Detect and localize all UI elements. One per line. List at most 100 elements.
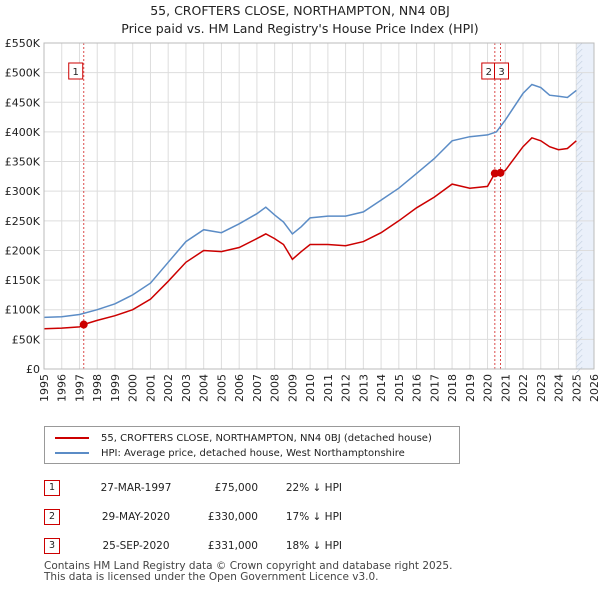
future-hatch <box>576 78 583 86</box>
x-tick-label: 2019 <box>464 374 477 402</box>
future-hatch <box>576 150 583 158</box>
future-hatch <box>576 162 583 170</box>
future-hatch <box>576 132 583 140</box>
y-tick-label: £350K <box>5 156 41 169</box>
sale-badge: 1 <box>44 479 60 496</box>
future-hatch <box>576 348 583 356</box>
future-hatch <box>576 234 583 242</box>
x-tick-label: 2018 <box>446 374 459 402</box>
x-tick-label: 2000 <box>127 374 140 402</box>
future-hatch <box>576 42 583 50</box>
hpi-series-line <box>43 83 577 319</box>
x-tick-label: 2022 <box>517 374 530 402</box>
x-tick-label: 2009 <box>286 374 299 402</box>
chart-subtitle: Price paid vs. HM Land Registry's House … <box>121 21 479 36</box>
future-hatch <box>576 252 583 260</box>
sale-label-3: 3 <box>494 62 509 80</box>
legend-swatch-property <box>55 437 89 439</box>
future-hatch <box>576 198 583 206</box>
footer-licence: This data is licensed under the Open Gov… <box>44 571 379 583</box>
x-tick-label: 2001 <box>144 374 157 402</box>
y-tick-label: £450K <box>5 96 41 109</box>
x-tick-label: 2010 <box>304 374 317 402</box>
future-hatch <box>576 156 583 164</box>
sale-hpi-diff: 22% ↓ HPI <box>285 481 342 494</box>
future-hatch <box>576 366 583 374</box>
future-hatch <box>576 114 583 122</box>
footer-copyright: Contains HM Land Registry data © Crown c… <box>44 560 453 572</box>
property-series-line <box>43 136 577 330</box>
x-tick-label: 2016 <box>411 374 424 402</box>
x-tick-label: 2021 <box>499 374 512 402</box>
future-hatch <box>576 264 583 272</box>
x-tick-label: 2003 <box>180 374 193 402</box>
future-hatch <box>576 216 583 224</box>
x-tick-label: 2023 <box>535 374 548 402</box>
future-hatch <box>576 318 583 326</box>
sale-label-2: 2 <box>481 62 497 80</box>
y-tick-label: £150K <box>5 274 41 287</box>
future-hatch <box>576 174 583 182</box>
x-tick-label: 2008 <box>269 374 282 402</box>
future-hatch <box>576 66 583 74</box>
y-tick-label: £500K <box>5 67 41 80</box>
x-tick-label: 2020 <box>482 374 495 402</box>
sale-date: 25-SEP-2020 <box>102 539 170 552</box>
sale-label-1: 1 <box>68 62 84 80</box>
x-tick-label: 1999 <box>109 374 122 402</box>
y-tick-label: £250K <box>5 215 41 228</box>
future-hatch <box>576 144 583 152</box>
legend-label-property: 55, CROFTERS CLOSE, NORTHAMPTON, NN4 0BJ… <box>101 432 432 444</box>
sale-date: 29-MAY-2020 <box>101 510 171 523</box>
x-tick-label: 2024 <box>553 374 566 402</box>
future-hatch <box>576 270 583 278</box>
sale-hpi-diff: 18% ↓ HPI <box>285 539 342 552</box>
future-hatch <box>576 48 583 56</box>
legend-label-hpi: HPI: Average price, detached house, West… <box>101 447 405 459</box>
sale-label-text: 2 <box>486 67 492 78</box>
y-tick-label: £200K <box>5 244 41 257</box>
x-tick-label: 2006 <box>233 374 246 402</box>
sales-table: 1 27-MAR-1997 £75,000 22% ↓ HPI 2 29-MAY… <box>44 473 342 560</box>
future-hatch <box>576 288 583 296</box>
y-tick-label: £550K <box>5 37 41 50</box>
future-hatch <box>576 192 583 200</box>
x-tick-label: 2002 <box>162 374 175 402</box>
x-tick-label: 2026 <box>588 374 600 402</box>
future-hatch <box>576 342 583 350</box>
sale-badge: 3 <box>44 537 60 554</box>
future-hatch <box>576 258 583 266</box>
sale-price: £330,000 <box>207 510 258 523</box>
future-hatch <box>576 246 583 254</box>
sale-label-box <box>494 62 509 80</box>
x-tick-label: 1998 <box>91 374 104 402</box>
y-tick-label: £400K <box>5 126 41 139</box>
sale-point <box>496 168 505 177</box>
future-hatch <box>576 294 583 302</box>
x-tick-label: 1995 <box>38 374 51 402</box>
future-hatch <box>576 186 583 194</box>
future-hatch <box>576 90 583 98</box>
sale-date: 27-MAR-1997 <box>100 481 172 494</box>
x-tick-label: 2017 <box>428 374 441 402</box>
legend: 55, CROFTERS CLOSE, NORTHAMPTON, NN4 0BJ… <box>44 426 460 464</box>
future-hatch <box>576 354 583 362</box>
future-hatch <box>576 222 583 230</box>
future-hatch <box>576 228 583 236</box>
future-hatch <box>576 330 583 338</box>
future-hatch <box>576 138 583 146</box>
future-hatch <box>576 102 583 110</box>
future-hatch <box>576 96 583 104</box>
x-tick-label: 2011 <box>322 374 335 402</box>
sale-price: £75,000 <box>214 481 258 494</box>
y-tick-label: £300K <box>5 185 41 198</box>
future-hatch <box>576 306 583 314</box>
legend-item-hpi: HPI: Average price, detached house, West… <box>55 446 405 460</box>
table-row: 1 27-MAR-1997 £75,000 22% ↓ HPI <box>44 473 342 502</box>
future-hatch <box>576 126 583 134</box>
future-hatch <box>576 210 583 218</box>
future-hatch <box>576 180 583 188</box>
future-shading <box>576 43 594 369</box>
future-hatch <box>576 276 583 284</box>
future-hatch <box>576 204 583 212</box>
